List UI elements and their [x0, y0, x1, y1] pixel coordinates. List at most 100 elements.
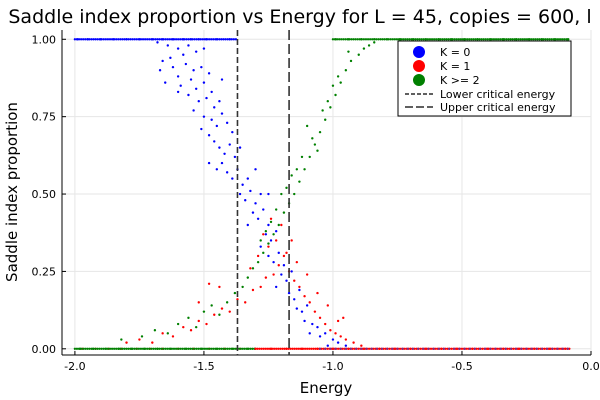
point-k2 [195, 347, 198, 351]
point-k2 [554, 38, 558, 41]
point-k1 [471, 347, 474, 351]
point-k1 [270, 347, 274, 351]
point-k2 [210, 304, 213, 307]
point-k2 [505, 38, 508, 41]
point-k1 [277, 347, 280, 351]
point-k2 [246, 276, 249, 279]
point-k1 [171, 335, 175, 338]
point-k1 [256, 347, 259, 351]
point-k0 [200, 127, 203, 131]
point-k2 [269, 220, 273, 224]
point-k1 [205, 322, 208, 326]
point-k0 [231, 177, 234, 180]
point-k1 [336, 347, 340, 351]
point-k0 [262, 208, 265, 211]
point-k2 [387, 38, 390, 41]
point-k0 [170, 38, 174, 41]
point-k1 [563, 347, 567, 351]
point-k0 [530, 347, 533, 351]
point-k2 [152, 347, 155, 351]
point-k0 [277, 251, 280, 255]
point-k0 [178, 38, 182, 41]
point-k0 [187, 93, 190, 97]
point-k1 [264, 276, 268, 279]
point-k2 [86, 347, 89, 351]
point-k1 [290, 239, 293, 242]
point-k2 [414, 38, 417, 41]
point-k2 [542, 38, 545, 41]
point-k2 [199, 347, 203, 351]
point-k2 [453, 38, 456, 41]
point-k2 [416, 38, 419, 41]
point-k2 [181, 347, 184, 351]
point-k0 [172, 38, 176, 41]
point-k0 [192, 69, 195, 72]
point-k2 [517, 38, 520, 41]
point-k2 [201, 347, 205, 351]
point-k1 [553, 347, 557, 351]
x-tick-label: -1.5 [193, 360, 214, 373]
point-k0 [119, 38, 122, 41]
point-k2 [515, 38, 518, 41]
point-k2 [507, 38, 510, 41]
point-k0 [225, 171, 229, 174]
point-k2 [203, 347, 207, 351]
point-k2 [106, 347, 110, 351]
point-k0 [176, 90, 180, 94]
point-k0 [176, 75, 180, 78]
point-k2 [465, 38, 469, 41]
point-k2 [366, 38, 370, 41]
point-k0 [92, 38, 95, 41]
y-tick-label: 0.00 [32, 343, 57, 356]
point-k2 [311, 137, 314, 140]
point-k2 [119, 347, 122, 351]
point-k2 [220, 347, 223, 351]
point-k1 [283, 347, 286, 351]
point-k2 [131, 347, 134, 351]
point-k2 [428, 38, 432, 41]
point-k0 [129, 38, 132, 41]
point-k0 [193, 38, 196, 41]
point-k1 [138, 338, 141, 341]
point-k0 [201, 38, 205, 41]
point-k1 [297, 347, 301, 351]
point-k2 [256, 260, 260, 264]
point-k0 [385, 347, 389, 351]
point-k2 [492, 38, 496, 41]
point-k0 [360, 347, 363, 351]
point-k2 [556, 38, 560, 41]
point-k0 [158, 38, 161, 41]
point-k0 [406, 347, 409, 351]
point-k1 [249, 267, 252, 270]
point-k2 [434, 38, 438, 41]
point-k0 [90, 38, 93, 41]
point-k1 [303, 294, 306, 298]
point-k0 [189, 38, 192, 41]
x-tick-label: 0.0 [582, 360, 600, 373]
point-k2 [552, 38, 556, 41]
point-k0 [194, 50, 198, 53]
point-k2 [346, 38, 349, 41]
point-k2 [484, 38, 487, 41]
point-k1 [220, 307, 224, 310]
point-k2 [389, 38, 392, 41]
point-k2 [546, 38, 549, 41]
point-k0 [264, 233, 268, 236]
point-k2 [282, 211, 286, 214]
point-k1 [378, 347, 381, 351]
point-k0 [442, 347, 446, 351]
point-k2 [187, 347, 190, 351]
point-k2 [350, 38, 353, 41]
point-k0 [145, 38, 149, 41]
point-k0 [241, 183, 244, 186]
point-k0 [110, 38, 114, 41]
point-k1 [301, 347, 305, 351]
point-k0 [231, 130, 234, 134]
point-k1 [450, 347, 453, 351]
point-k2 [476, 38, 479, 41]
point-k2 [373, 38, 376, 41]
point-k2 [112, 347, 116, 351]
point-k0 [135, 38, 139, 41]
point-k1 [254, 347, 257, 351]
